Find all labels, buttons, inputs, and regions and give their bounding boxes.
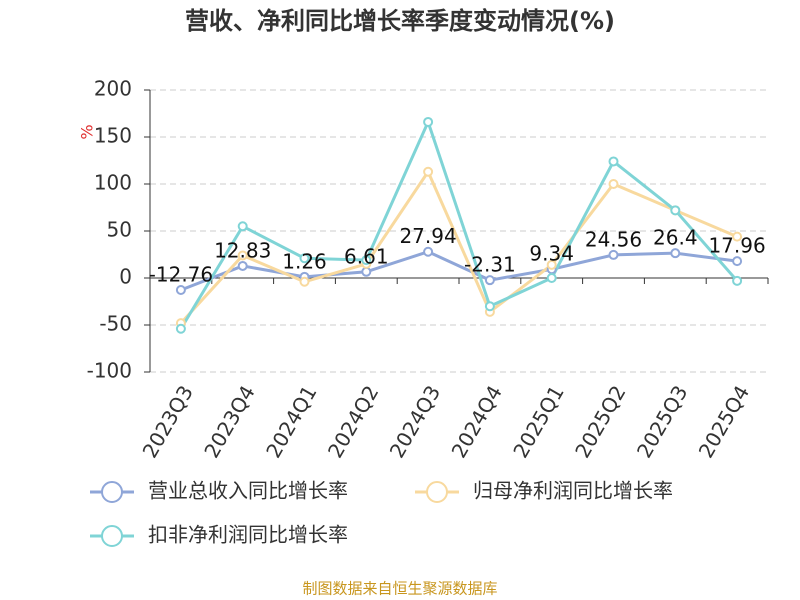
data-point: [670, 248, 681, 259]
series-line: [179, 117, 739, 330]
legend-icon-circle: [101, 481, 123, 503]
series-line: [180, 250, 738, 292]
data-point: [175, 323, 186, 334]
value-label: 24.56: [585, 227, 642, 251]
x-tick-label: 2023Q3: [138, 381, 198, 462]
chart-title: 营收、净利同比增长率季度变动情况(%): [185, 7, 615, 35]
value-label: 1.26: [282, 249, 327, 273]
data-point: [423, 246, 434, 257]
legend-icon-circle: [426, 481, 448, 503]
data-point: [732, 256, 743, 267]
x-tick-label: 2023Q4: [199, 381, 259, 462]
y-tick-label: 100: [94, 171, 132, 195]
value-label: 27.94: [399, 224, 456, 248]
x-tick-label: 2024Q2: [323, 381, 383, 462]
x-tick-label: 2025Q4: [694, 381, 754, 462]
value-label: 12.83: [214, 238, 271, 262]
data-point: [732, 275, 743, 286]
legend-label: 扣非净利润同比增长率: [148, 523, 348, 547]
legend-label: 归母净利润同比增长率: [473, 479, 673, 503]
x-tick-label: 2024Q1: [261, 381, 321, 462]
x-tick-label: 2025Q1: [508, 381, 568, 462]
series-line: [179, 168, 738, 325]
y-tick-label: -100: [87, 359, 132, 383]
data-point: [299, 276, 310, 287]
data-point: [484, 301, 495, 312]
data-point: [608, 179, 619, 189]
value-label: -12.76: [149, 262, 213, 286]
x-tick-label: 2024Q3: [385, 381, 445, 462]
value-label: -2.31: [464, 253, 516, 277]
data-point: [732, 231, 743, 242]
value-label: 6.61: [344, 244, 389, 268]
data-point: [237, 250, 248, 261]
source-note: 制图数据来自恒生聚源数据库: [302, 580, 497, 598]
y-tick-label: 150: [94, 124, 132, 148]
y-axis-label: %: [78, 124, 97, 139]
data-point: [237, 260, 248, 271]
x-tick-label: 2025Q3: [632, 381, 692, 462]
data-point: [546, 273, 557, 283]
data-point: [670, 205, 681, 216]
legend-item: 营业总收入同比增长率: [90, 479, 348, 503]
legend-item: 归母净利润同比增长率: [415, 479, 673, 503]
data-point: [423, 116, 434, 127]
value-label: 26.4: [653, 226, 698, 250]
data-point: [546, 259, 557, 270]
y-tick-label: 50: [107, 218, 132, 242]
data-point: [608, 249, 619, 260]
data-point: [608, 156, 619, 167]
data-point: [361, 266, 372, 277]
data-point: [423, 166, 434, 177]
data-point: [361, 255, 372, 266]
data-point: [299, 253, 310, 264]
value-label: 17.96: [708, 234, 765, 258]
y-tick-label: 0: [119, 265, 132, 289]
y-tick-label: 200: [94, 77, 132, 101]
legend-label: 营业总收入同比增长率: [148, 479, 348, 503]
x-tick-label: 2025Q2: [570, 381, 630, 462]
legend-item: 扣非净利润同比增长率: [90, 523, 348, 547]
value-label: 9.34: [529, 242, 574, 266]
data-point: [484, 275, 495, 286]
data-point: [175, 284, 186, 295]
x-tick-label: 2024Q4: [447, 381, 507, 462]
data-point: [237, 221, 248, 232]
y-tick-label: -50: [99, 312, 132, 336]
legend-icon-circle: [101, 525, 123, 547]
